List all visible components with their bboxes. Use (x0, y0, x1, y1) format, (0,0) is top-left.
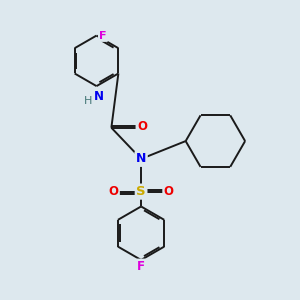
Text: H: H (84, 96, 92, 106)
Text: S: S (136, 185, 146, 198)
Text: F: F (137, 260, 145, 273)
Text: O: O (108, 185, 118, 198)
Text: F: F (99, 31, 107, 40)
Text: N: N (136, 152, 146, 165)
Text: O: O (164, 185, 174, 198)
Text: O: O (137, 120, 147, 133)
Text: N: N (94, 90, 103, 103)
